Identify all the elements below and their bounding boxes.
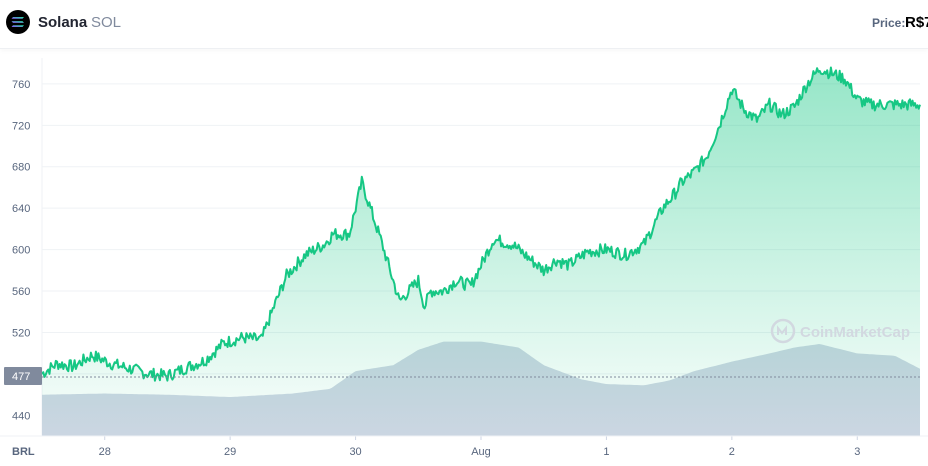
header-bar: Solana SOL Price: R$7 bbox=[0, 0, 928, 49]
price-line bbox=[41, 66, 921, 382]
current-price-badge: 477 bbox=[4, 367, 42, 385]
x-tick-label: 3 bbox=[854, 446, 860, 458]
coinmarketcap-logo-icon bbox=[770, 318, 796, 344]
y-tick-label: 680 bbox=[12, 162, 30, 174]
price-area-layer bbox=[42, 67, 920, 436]
x-axis: 28 29 30 Aug 1 2 3 bbox=[99, 436, 860, 458]
coinmarketcap-watermark: CoinMarketCap bbox=[770, 318, 910, 344]
current-price-badge-bg bbox=[4, 367, 42, 385]
coin-name: Solana bbox=[38, 14, 88, 31]
price-value: R$7 bbox=[905, 14, 928, 31]
coin-symbol: SOL bbox=[91, 14, 122, 31]
x-tick-label: 30 bbox=[349, 446, 361, 458]
y-tick-label: 440 bbox=[12, 410, 30, 422]
price-line-layer bbox=[41, 66, 921, 382]
x-tick-label: Aug bbox=[471, 446, 491, 458]
y-axis: 440 520 560 600 640 680 720 760 bbox=[12, 79, 30, 422]
y-tick-label: 720 bbox=[12, 120, 30, 132]
price-chart[interactable]: 440 520 560 600 640 680 720 760 28 29 30 Aug 1 2 3 Co… bbox=[0, 48, 928, 466]
solana-logo-icon bbox=[6, 10, 30, 34]
y-tick-label: 760 bbox=[12, 79, 30, 91]
y-tick-label: 640 bbox=[12, 203, 30, 215]
current-price-value: 477 bbox=[12, 371, 30, 383]
x-tick-label: 28 bbox=[99, 446, 111, 458]
price-label: Price: bbox=[872, 16, 906, 30]
y-tick-label: 520 bbox=[12, 327, 30, 339]
y-tick-label: 560 bbox=[12, 286, 30, 298]
watermark-text: CoinMarketCap bbox=[800, 324, 910, 341]
x-tick-label: 1 bbox=[603, 446, 609, 458]
price-area bbox=[42, 67, 920, 436]
x-tick-label: 29 bbox=[224, 446, 236, 458]
y-tick-label: 600 bbox=[12, 245, 30, 257]
currency-label: BRL bbox=[12, 446, 35, 458]
x-tick-label: 2 bbox=[729, 446, 735, 458]
